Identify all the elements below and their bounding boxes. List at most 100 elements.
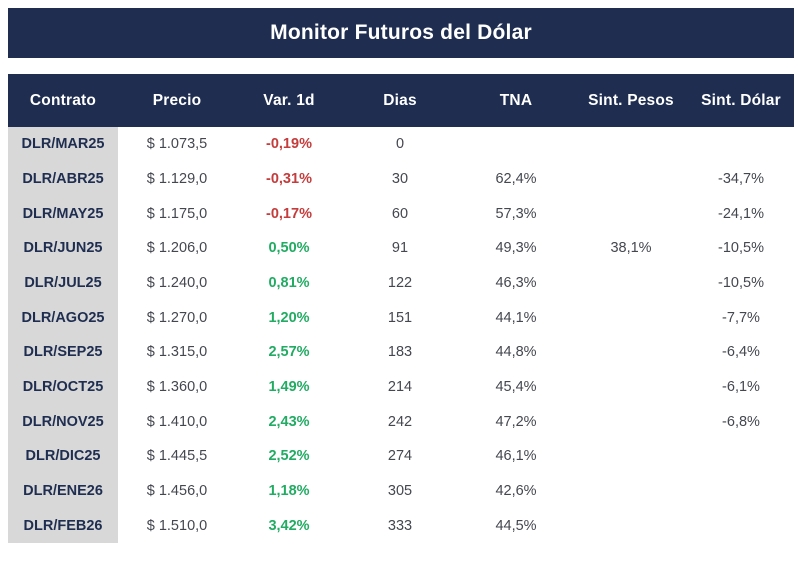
cell-tna: 44,8% <box>495 344 537 361</box>
cell-sint-pesos <box>574 127 688 162</box>
table-row: DLR/FEB26 $ 1.510,0 3,42% 333 44,5% <box>8 508 794 543</box>
cell-contrato: DLR/DIC25 <box>8 438 118 474</box>
table-row: DLR/ABR25 $ 1.129,0 -0,31% 30 62,4% -34,… <box>8 161 794 197</box>
cell-var-1d: -0,17% <box>266 205 312 222</box>
header-cell-sint-dolar: Sint. Dólar <box>701 91 781 109</box>
cell-sint-dolar: -7,7% <box>722 309 760 326</box>
cell-var-1d: 1,49% <box>268 378 310 395</box>
cell-contrato: DLR/AGO25 <box>8 300 118 335</box>
cell-sint-pesos <box>574 300 688 335</box>
table-row: DLR/JUL25 $ 1.240,0 0,81% 122 46,3% -10,… <box>8 265 794 301</box>
table-body: DLR/MAR25 $ 1.073,5 -0,19% 0 DLR/ABR25 $… <box>8 127 794 543</box>
cell-tna: 47,2% <box>495 413 537 430</box>
page-title: Monitor Futuros del Dólar <box>270 21 532 44</box>
table-row: DLR/NOV25 $ 1.410,0 2,43% 242 47,2% -6,8… <box>8 404 794 439</box>
cell-sint-dolar: -10,5% <box>718 274 764 291</box>
cell-dias: 305 <box>387 482 413 499</box>
cell-dias: 333 <box>387 517 413 534</box>
table-row: DLR/ENE26 $ 1.456,0 1,18% 305 42,6% <box>8 473 794 509</box>
cell-sint-pesos <box>574 196 688 231</box>
header-cell-sint-pesos: Sint. Pesos <box>588 91 674 109</box>
cell-var-1d: 2,43% <box>268 413 310 430</box>
header-cell-var-1d: Var. 1d <box>263 91 315 109</box>
table-row: DLR/AGO25 $ 1.270,0 1,20% 151 44,1% -7,7… <box>8 300 794 335</box>
table-row: DLR/MAY25 $ 1.175,0 -0,17% 60 57,3% -24,… <box>8 196 794 231</box>
cell-tna <box>458 127 574 162</box>
cell-contrato: DLR/ENE26 <box>8 473 118 509</box>
spacer <box>8 58 794 74</box>
cell-sint-pesos <box>574 370 688 405</box>
header-cell-precio: Precio <box>152 91 202 109</box>
cell-contrato: DLR/JUN25 <box>8 230 118 266</box>
cell-dias: 122 <box>387 274 413 291</box>
table-header-row: Contrato Precio Var. 1d Dias TNA Sint. P… <box>8 74 794 127</box>
cell-var-1d: -0,31% <box>266 170 312 187</box>
cell-tna: 42,6% <box>495 482 537 499</box>
cell-dias: 60 <box>391 205 409 222</box>
cell-sint-pesos <box>574 266 688 301</box>
cell-dias: 242 <box>387 413 413 430</box>
cell-precio: $ 1.410,0 <box>146 413 208 430</box>
title-bar: Monitor Futuros del Dólar <box>8 8 794 58</box>
cell-tna: 57,3% <box>495 205 537 222</box>
cell-precio: $ 1.240,0 <box>146 274 208 291</box>
cell-sint-dolar: -6,4% <box>722 344 760 361</box>
cell-precio: $ 1.360,0 <box>146 378 208 395</box>
table-row: DLR/JUN25 $ 1.206,0 0,50% 91 49,3% 38,1%… <box>8 230 794 266</box>
cell-sint-dolar <box>688 439 794 474</box>
cell-sint-pesos <box>574 439 688 474</box>
cell-sint-pesos <box>574 162 688 197</box>
cell-precio: $ 1.445,5 <box>146 448 208 465</box>
cell-tna: 45,4% <box>495 378 537 395</box>
cell-tna: 46,3% <box>495 274 537 291</box>
cell-contrato: DLR/NOV25 <box>8 404 118 439</box>
cell-contrato: DLR/OCT25 <box>8 369 118 405</box>
cell-var-1d: 2,57% <box>268 344 310 361</box>
cell-sint-dolar <box>688 127 794 162</box>
cell-sint-pesos <box>574 404 688 439</box>
cell-contrato: DLR/ABR25 <box>8 161 118 197</box>
cell-tna: 44,1% <box>495 309 537 326</box>
cell-var-1d: 0,81% <box>268 274 310 291</box>
cell-dias: 183 <box>387 344 413 361</box>
cell-contrato: DLR/MAY25 <box>8 196 118 231</box>
cell-var-1d: -0,19% <box>266 136 312 153</box>
cell-sint-dolar: -34,7% <box>718 170 764 187</box>
cell-dias: 214 <box>387 378 413 395</box>
cell-dias: 0 <box>395 136 405 153</box>
cell-tna: 49,3% <box>495 240 537 257</box>
cell-precio: $ 1.206,0 <box>146 240 208 257</box>
cell-precio: $ 1.175,0 <box>146 205 208 222</box>
cell-var-1d: 1,20% <box>268 309 310 326</box>
cell-dias: 91 <box>391 240 409 257</box>
cell-tna: 62,4% <box>495 170 537 187</box>
table-row: DLR/OCT25 $ 1.360,0 1,49% 214 45,4% -6,1… <box>8 369 794 405</box>
cell-tna: 44,5% <box>495 517 537 534</box>
header-cell-tna: TNA <box>499 91 533 109</box>
cell-sint-pesos <box>574 508 688 543</box>
header-cell-contrato: Contrato <box>29 91 97 109</box>
cell-sint-dolar <box>688 474 794 509</box>
cell-precio: $ 1.073,5 <box>146 136 208 153</box>
cell-precio: $ 1.456,0 <box>146 482 208 499</box>
cell-dias: 30 <box>391 170 409 187</box>
cell-precio: $ 1.270,0 <box>146 309 208 326</box>
cell-precio: $ 1.129,0 <box>146 170 208 187</box>
table-row: DLR/MAR25 $ 1.073,5 -0,19% 0 <box>8 127 794 162</box>
cell-sint-dolar: -6,8% <box>722 413 760 430</box>
cell-precio: $ 1.510,0 <box>146 517 208 534</box>
cell-var-1d: 0,50% <box>268 240 310 257</box>
cell-contrato: DLR/SEP25 <box>8 334 118 370</box>
cell-contrato: DLR/JUL25 <box>8 265 118 301</box>
cell-sint-dolar: -24,1% <box>718 205 764 222</box>
cell-sint-pesos: 38,1% <box>610 240 652 257</box>
cell-tna: 46,1% <box>495 448 537 465</box>
cell-contrato: DLR/MAR25 <box>8 127 118 162</box>
header-cell-dias: Dias <box>383 91 417 109</box>
cell-sint-dolar <box>688 508 794 543</box>
cell-var-1d: 1,18% <box>268 482 310 499</box>
cell-dias: 274 <box>387 448 413 465</box>
monitor-panel: Monitor Futuros del Dólar Contrato Preci… <box>8 8 794 543</box>
table-row: DLR/DIC25 $ 1.445,5 2,52% 274 46,1% <box>8 438 794 474</box>
cell-precio: $ 1.315,0 <box>146 344 208 361</box>
